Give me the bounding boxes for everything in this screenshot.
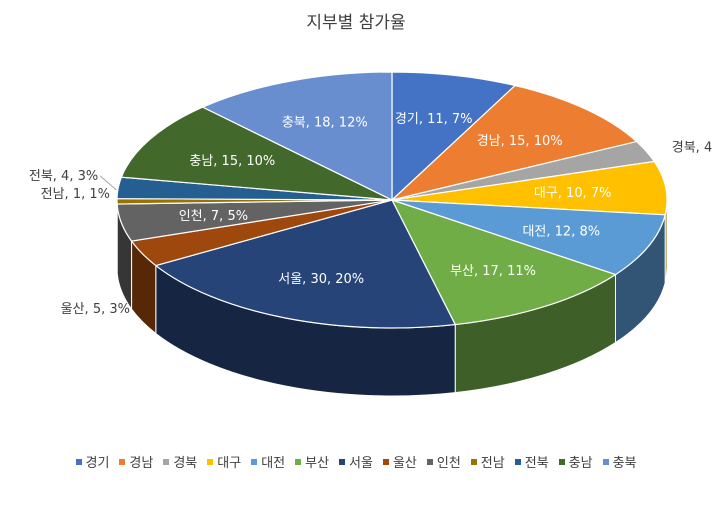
- legend-item-충남: 충남: [558, 452, 593, 471]
- legend-label: 경남: [129, 456, 154, 471]
- legend-item-부산: 부산: [295, 452, 329, 471]
- legend-label: 울산: [392, 456, 417, 471]
- legend-label: 대전: [261, 456, 286, 471]
- data-label-경기: 경기, 11, 7%: [395, 112, 473, 127]
- leader-line-전북: [99, 175, 117, 191]
- pie-slice-경남: [389, 84, 638, 202]
- chart-legend: 경기 경남 경북 대구 대전 부산 서울 울산 인천 전남 전북 충남 충북: [0, 452, 712, 471]
- pie-slice-부산: [390, 198, 617, 326]
- legend-item-경북: 경북: [163, 452, 197, 471]
- legend-item-대전: 대전: [251, 452, 285, 471]
- legend-item-경남: 경남: [119, 452, 153, 471]
- legend-swatch: [602, 458, 609, 465]
- legend-swatch: [558, 458, 565, 465]
- pie-data-labels: 경기, 11, 7% 경남, 15, 10% 경북, 4, 3% 대구, 10, 7%…: [29, 112, 712, 317]
- legend-item-인천: 인천: [426, 452, 461, 471]
- legend-label: 부산: [305, 456, 330, 471]
- data-label-서울: 서울, 30, 20%: [278, 272, 364, 287]
- legend-swatch: [470, 458, 477, 465]
- data-label-인천: 인천, 7, 5%: [179, 209, 248, 224]
- data-label-대전: 대전, 12, 8%: [522, 224, 600, 239]
- legend-item-서울: 서울: [339, 452, 373, 471]
- legend-item-전남: 전남: [470, 452, 505, 471]
- legend-item-울산: 울산: [382, 452, 417, 471]
- data-label-경남: 경남, 15, 10%: [477, 134, 563, 149]
- data-label-전북: 전북, 4, 3%: [29, 169, 98, 184]
- data-label-충남: 충남, 15, 10%: [189, 154, 275, 169]
- legend-label: 대구: [217, 456, 242, 471]
- pie-slice-서울: [154, 199, 457, 329]
- legend-label: 전남: [480, 456, 505, 471]
- legend-label: 전북: [524, 456, 549, 471]
- legend-swatch: [295, 458, 302, 465]
- data-label-전남: 전남, 1, 1%: [41, 187, 110, 202]
- legend-label: 충북: [612, 456, 637, 471]
- legend-item-전북: 전북: [514, 452, 549, 471]
- legend-swatch: [514, 458, 521, 465]
- legend-label: 경기: [85, 456, 110, 471]
- legend-swatch: [426, 458, 433, 465]
- legend-item-충북: 충북: [602, 452, 637, 471]
- legend-swatch: [382, 458, 389, 465]
- pie-slice-대전: [391, 199, 666, 276]
- chart-title: 지부별 참가율: [306, 13, 406, 33]
- legend-item-대구: 대구: [207, 452, 241, 471]
- pie-slices: [116, 71, 668, 329]
- data-label-경북: 경북, 4, 3%: [672, 140, 712, 155]
- legend-item-경기: 경기: [75, 452, 110, 471]
- legend-swatch: [119, 458, 126, 465]
- pie-slice-대구: [391, 160, 668, 216]
- legend-swatch: [251, 458, 258, 465]
- pie-slice-충북: [201, 71, 393, 201]
- data-label-대구: 대구, 10, 7%: [534, 186, 612, 201]
- data-label-부산: 부산, 17, 11%: [450, 264, 536, 279]
- data-label-울산: 울산, 5, 3%: [61, 302, 130, 317]
- legend-label: 충남: [568, 456, 593, 471]
- pie-slice-충남: [120, 106, 393, 201]
- legend-swatch: [75, 458, 82, 465]
- legend-label: 서울: [349, 456, 373, 471]
- legend-swatch: [163, 458, 170, 465]
- legend-swatch: [339, 458, 346, 465]
- legend-label: 인천: [436, 456, 461, 471]
- data-label-충북: 충북, 18, 12%: [282, 116, 368, 131]
- legend-label: 경북: [173, 456, 198, 471]
- legend-swatch: [207, 458, 214, 465]
- pie-slice-경기: [391, 71, 517, 202]
